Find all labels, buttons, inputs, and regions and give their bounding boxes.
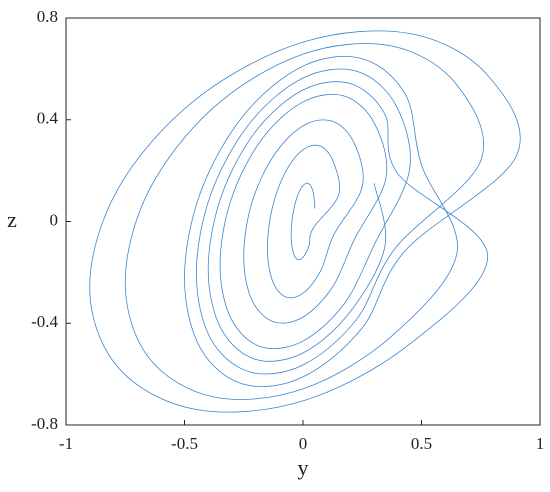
y-tick-label: 0.8 [37, 7, 58, 26]
y-tick-label: 0 [50, 210, 59, 229]
x-tick-label: -1 [59, 434, 73, 453]
plot-frame [65, 17, 541, 426]
y-tick-label: -0.8 [31, 414, 58, 433]
x-tick-label: -0.5 [171, 434, 198, 453]
trajectory [89, 30, 521, 413]
x-tick-label: 1 [536, 434, 545, 453]
x-axis-label: y [298, 455, 309, 480]
x-tick-label: 0 [299, 434, 308, 453]
y-axis-label: z [7, 207, 17, 232]
y-tick-label: -0.4 [31, 312, 58, 331]
y-tick-label: 0.4 [37, 109, 59, 128]
x-tick-label: 0.5 [411, 434, 432, 453]
